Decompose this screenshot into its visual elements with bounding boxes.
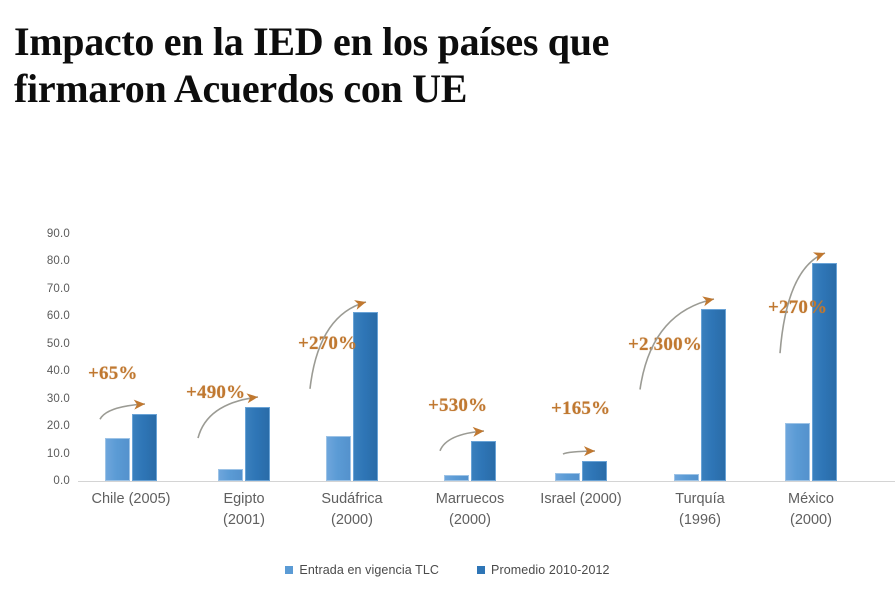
bar-group bbox=[218, 205, 270, 481]
bar-entrada-vigencia[interactable] bbox=[326, 435, 351, 481]
y-axis-tick: 0.0 bbox=[53, 475, 70, 487]
growth-annotation: +165% bbox=[551, 398, 611, 419]
growth-annotation: +65% bbox=[88, 363, 138, 384]
y-axis-tick: 20.0 bbox=[46, 420, 70, 433]
bar-pair bbox=[218, 205, 270, 481]
x-axis-labels: Chile (2005) Egipto (2001) Sudáfrica (2000… bbox=[78, 487, 895, 549]
bar-pair bbox=[444, 205, 496, 481]
bar-entrada-vigencia[interactable] bbox=[785, 423, 810, 481]
x-axis-label: Turquía (1996) bbox=[675, 491, 725, 529]
x-axis-label: Egipto (2001) bbox=[223, 491, 265, 529]
x-axis-label: Sudáfrica (2000) bbox=[321, 491, 383, 529]
page-title: Impacto en la IED en los países que firm… bbox=[14, 19, 610, 112]
bar-entrada-vigencia[interactable] bbox=[218, 468, 243, 481]
legend-label: Promedio 2010-2012 bbox=[491, 563, 610, 577]
legend-swatch-icon bbox=[477, 566, 486, 574]
bar-promedio[interactable] bbox=[245, 406, 270, 481]
bar-group bbox=[785, 205, 837, 481]
bar-promedio[interactable] bbox=[132, 413, 157, 481]
y-axis-tick: 80.0 bbox=[46, 255, 70, 268]
legend-item[interactable]: Entrada en vigencia TLC bbox=[285, 563, 439, 577]
y-axis-tick: 30.0 bbox=[46, 392, 70, 405]
growth-annotation: +530% bbox=[428, 395, 488, 416]
bar-groups bbox=[78, 205, 895, 481]
bar-entrada-vigencia[interactable] bbox=[444, 474, 469, 481]
bar-promedio[interactable] bbox=[701, 309, 726, 481]
chart-legend: Entrada en vigencia TLC Promedio 2010-201… bbox=[0, 563, 895, 577]
y-axis-tick: 60.0 bbox=[46, 310, 70, 323]
legend-item[interactable]: Promedio 2010-2012 bbox=[477, 563, 610, 577]
growth-annotation: +490% bbox=[186, 382, 246, 403]
x-axis-label: Israel (2000) bbox=[540, 491, 622, 507]
y-axis: 90.0 80.0 70.0 60.0 50.0 40.0 30.0 20.0 10.0 0.0 bbox=[0, 205, 78, 487]
bar-entrada-vigencia[interactable] bbox=[674, 474, 699, 481]
bar-group bbox=[555, 205, 607, 481]
x-axis-baseline bbox=[78, 481, 895, 482]
bar-group bbox=[105, 205, 157, 481]
bar-entrada-vigencia[interactable] bbox=[555, 473, 580, 481]
growth-annotation: +270% bbox=[768, 297, 828, 318]
y-axis-tick: 70.0 bbox=[46, 282, 70, 295]
y-axis-tick: 10.0 bbox=[46, 447, 70, 460]
growth-annotation: +2.300% bbox=[628, 334, 702, 355]
bar-promedio[interactable] bbox=[582, 460, 607, 481]
bar-group bbox=[444, 205, 496, 481]
x-axis-label: México (2000) bbox=[788, 491, 834, 529]
bar-promedio[interactable] bbox=[471, 441, 496, 481]
y-axis-tick: 50.0 bbox=[46, 337, 70, 350]
x-axis-label: Marruecos (2000) bbox=[435, 491, 505, 529]
y-axis-tick: 90.0 bbox=[46, 228, 70, 240]
legend-label: Entrada en vigencia TLC bbox=[299, 563, 440, 577]
chart-container: 90.0 80.0 70.0 60.0 50.0 40.0 30.0 20.0 10.0 0.0 … bbox=[0, 205, 895, 590]
bar-promedio[interactable] bbox=[812, 262, 837, 481]
bar-pair bbox=[105, 205, 157, 481]
bar-entrada-vigencia[interactable] bbox=[105, 438, 130, 481]
legend-swatch-icon bbox=[285, 566, 294, 574]
plot-area: +65% +490% +270% +530% +165% +2.300% +270% bbox=[78, 205, 895, 487]
bar-pair bbox=[785, 205, 837, 481]
growth-annotation: +270% bbox=[298, 333, 358, 354]
y-axis-tick: 40.0 bbox=[46, 365, 70, 378]
x-axis-label: Chile (2005) bbox=[91, 491, 171, 507]
bar-pair bbox=[555, 205, 607, 481]
